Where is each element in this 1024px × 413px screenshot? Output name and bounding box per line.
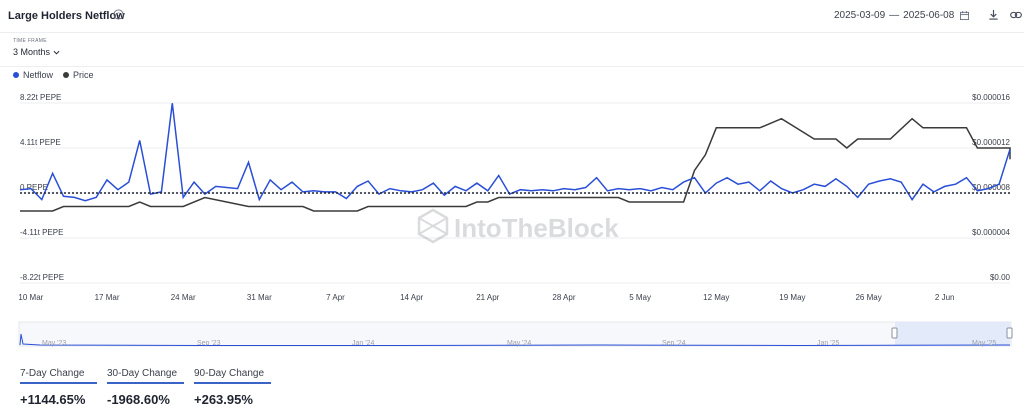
- legend-dot-price: [63, 72, 70, 78]
- y-left-tick-label: -4.11t PEPE: [20, 228, 63, 237]
- navigator-label: Sep '23: [197, 340, 221, 347]
- timeframe-bar: TIME FRAME 3 Months: [0, 32, 1024, 67]
- navigator-labels: May '23 Sep '23 Jan '24 May '24 Sep '24 Jan '…: [42, 340, 996, 347]
- x-tick-label: 14 Apr: [400, 293, 423, 302]
- date-start: 2025-03-09: [834, 10, 886, 21]
- y-axis-left: 8.22t PEPE 4.11t PEPE 0 PEPE -4.11t PEPE -8.…: [20, 93, 64, 282]
- calendar-icon[interactable]: [960, 11, 970, 20]
- watermark: IntoTheBlock: [417, 208, 619, 244]
- stat-90-day[interactable]: 90-Day Change +263.95%: [194, 368, 271, 407]
- range-navigator[interactable]: May '23 Sep '23 Jan '24 May '24 Sep '24 Jan '…: [0, 318, 1024, 352]
- price-series-line: [20, 117, 1011, 212]
- stat-30-day-label: 30-Day Change: [107, 368, 184, 384]
- x-tick-label: 19 May: [779, 293, 805, 302]
- link-icon[interactable]: [1010, 10, 1022, 20]
- y-left-tick-label: 0 PEPE: [20, 183, 48, 192]
- x-tick-label: 24 Mar: [171, 293, 196, 302]
- stat-30-day[interactable]: 30-Day Change -1968.60%: [107, 368, 184, 407]
- x-tick-label: 7 Apr: [326, 293, 345, 302]
- chart-header: Large Holders Netflow ? 2025-03-09 — 202…: [0, 0, 1024, 33]
- legend: Netflow Price: [13, 70, 94, 80]
- x-tick-label: 5 May: [629, 293, 651, 302]
- date-range[interactable]: 2025-03-09 — 2025-06-08: [834, 10, 970, 21]
- stat-7-day-label: 7-Day Change: [20, 368, 97, 384]
- legend-dot-netflow: [13, 72, 19, 78]
- stat-7-day[interactable]: 7-Day Change +1144.65%: [20, 368, 97, 407]
- timeframe-select[interactable]: 3 Months: [13, 47, 60, 57]
- navigator-handle-left[interactable]: [891, 327, 898, 339]
- legend-label-netflow: Netflow: [23, 70, 54, 80]
- chart-title: Large Holders Netflow: [8, 10, 125, 22]
- x-tick-label: 10 Mar: [18, 293, 43, 302]
- legend-item-netflow[interactable]: Netflow: [13, 70, 53, 80]
- y-right-tick-label: $0.000012: [972, 138, 1010, 147]
- x-tick-label: 28 Apr: [552, 293, 575, 302]
- y-right-tick-label: $0.000016: [972, 93, 1010, 102]
- y-left-tick-label: 4.11t PEPE: [20, 138, 61, 147]
- legend-item-price[interactable]: Price: [63, 70, 94, 80]
- navigator-handle-right[interactable]: [1006, 327, 1013, 339]
- watermark-logo-icon: [417, 208, 449, 244]
- stat-7-day-value: +1144.65%: [20, 392, 86, 407]
- date-separator: —: [889, 10, 900, 21]
- navigator-label: Jan '24: [352, 340, 374, 347]
- x-tick-label: 2 Jun: [935, 293, 955, 302]
- x-tick-label: 26 May: [855, 293, 881, 302]
- navigator-label: Jan '25: [817, 340, 839, 347]
- stat-90-day-label: 90-Day Change: [194, 368, 271, 384]
- navigator-label: May '24: [507, 340, 531, 347]
- download-icon[interactable]: [988, 9, 999, 20]
- change-stats: 7-Day Change +1144.65% 30-Day Change -19…: [20, 368, 271, 407]
- netflow-series-line: [19, 103, 1011, 202]
- navigator-label: May '23: [42, 340, 66, 347]
- svg-text:?: ?: [117, 12, 121, 19]
- navigator-track: [18, 321, 1012, 347]
- y-left-tick-label: -8.22t PEPE: [20, 273, 64, 282]
- chevron-down-icon: [53, 50, 60, 55]
- timeframe-value: 3 Months: [13, 47, 51, 57]
- stat-90-day-value: +263.95%: [194, 392, 253, 407]
- navigator-label: Sep '24: [662, 340, 686, 347]
- x-tick-label: 12 May: [703, 293, 729, 302]
- timeframe-label: TIME FRAME: [13, 38, 47, 44]
- y-right-tick-label: $0.000004: [972, 228, 1010, 237]
- watermark-text: IntoTheBlock: [454, 213, 619, 243]
- stat-30-day-value: -1968.60%: [107, 392, 170, 407]
- x-tick-label: 17 Mar: [95, 293, 120, 302]
- legend-label-price: Price: [73, 70, 94, 80]
- navigator-netflow-line: [19, 333, 1011, 347]
- x-axis: 10 Mar 17 Mar 24 Mar 31 Mar 7 Apr 14 Apr 21 Ap…: [18, 293, 954, 302]
- y-left-tick-label: 8.22t PEPE: [20, 93, 61, 102]
- navigator-selection[interactable]: [895, 322, 1010, 346]
- netflow-chart: IntoTheBlock 8.22t PEPE 4.11t PEPE 0 PEPE -…: [18, 93, 1011, 302]
- date-end: 2025-06-08: [903, 10, 955, 21]
- x-tick-label: 21 Apr: [476, 293, 499, 302]
- help-icon[interactable]: ?: [113, 9, 124, 20]
- x-tick-label: 31 Mar: [247, 293, 272, 302]
- y-right-tick-label: $0.00: [990, 273, 1011, 282]
- navigator-label: May '25: [972, 340, 996, 347]
